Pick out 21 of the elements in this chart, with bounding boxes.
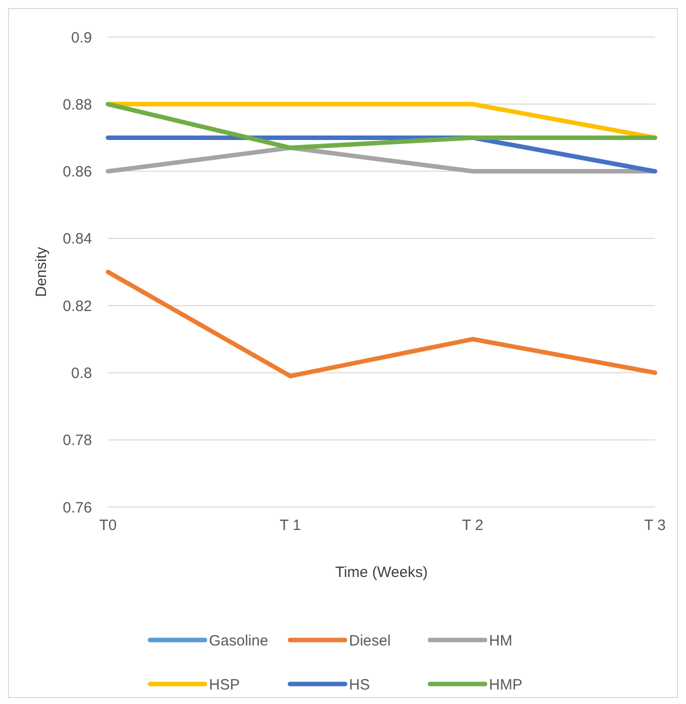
x-tick-label: T 1 <box>280 517 302 534</box>
legend-label: HSP <box>209 676 240 694</box>
y-tick-label: 0.8 <box>71 364 92 382</box>
legend-label: Diesel <box>349 632 391 650</box>
y-tick-label: 0.82 <box>62 298 92 315</box>
y-tick-label: 0.88 <box>62 96 92 114</box>
legend-label: HS <box>349 676 370 694</box>
y-tick-label: 0.76 <box>62 499 92 516</box>
x-axis-title: Time (Weeks) <box>335 564 428 581</box>
x-tick-label: T 3 <box>644 517 666 534</box>
y-tick-label: 0.84 <box>62 230 92 248</box>
x-tick-label: T0 <box>99 517 117 534</box>
legend-label: HM <box>489 632 512 650</box>
y-axis-title: Density <box>33 246 50 298</box>
x-tick-label: T 2 <box>462 517 484 534</box>
y-tick-label: 0.9 <box>71 29 92 46</box>
legend-label: Gasoline <box>209 632 268 650</box>
y-tick-label: 0.86 <box>62 164 92 181</box>
y-tick-label: 0.78 <box>62 432 92 450</box>
line-series <box>106 270 658 378</box>
legend-label: HMP <box>489 676 522 694</box>
